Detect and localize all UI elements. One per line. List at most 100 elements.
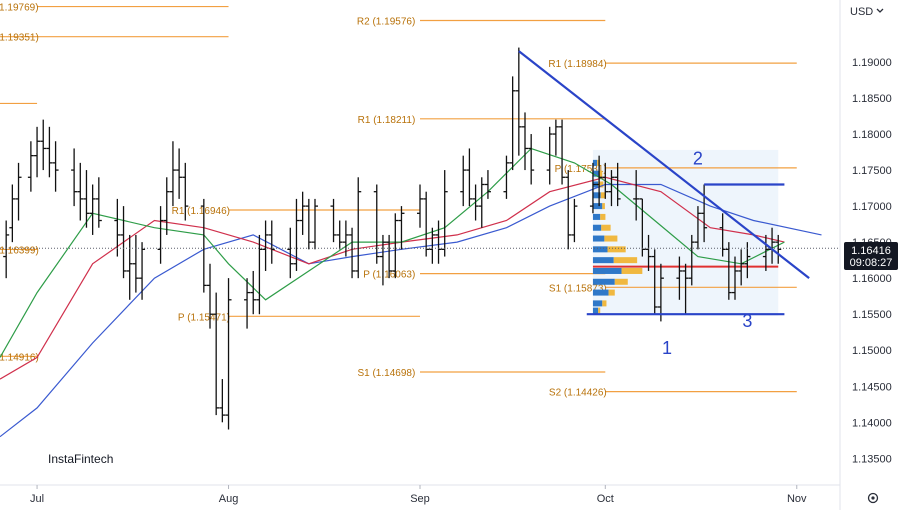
plot-area (0, 0, 840, 485)
profile-bar-buy (592, 257, 614, 264)
profile-bar-sell (607, 246, 626, 253)
ohlc-bar (40, 119, 47, 171)
ohlc-bar (682, 263, 689, 315)
ohlc-bar (602, 162, 609, 199)
profile-bar-sell (614, 278, 628, 285)
time-axis[interactable]: Jul Aug Sep Oct Nov (30, 485, 807, 505)
ohlc-bar (478, 177, 485, 228)
profile-bar-buy (592, 246, 608, 253)
ohlc-bar (126, 234, 133, 300)
ohlc-bar (176, 148, 183, 199)
ohlc-bar (398, 206, 405, 250)
price-tag-countdown: 09:08:27 (850, 257, 893, 269)
ohlc-bar (373, 184, 380, 264)
currency-selector[interactable]: USD (850, 6, 884, 18)
ohlc-bar (484, 170, 491, 199)
profile-bar-buy (592, 192, 601, 199)
pivot-label: R2 (1.19576) (357, 16, 415, 27)
ohlc-bar (701, 184, 708, 243)
ohlc-bar (349, 227, 356, 279)
price-axis[interactable]: 1.190001.185001.180001.175001.170001.165… (852, 57, 892, 465)
ohlc-bar (522, 112, 528, 171)
ohlc-bar (268, 220, 275, 264)
ohlc-bar (441, 170, 448, 257)
profile-bar-sell (621, 267, 643, 274)
ohlc-bar (589, 162, 596, 214)
price-tag-price: 1.16416 (851, 245, 891, 257)
ohlc-bar (244, 278, 251, 329)
ohlc-bar (163, 177, 170, 235)
ohlc-bar (114, 198, 121, 257)
pivot-label: R1 (1.18211) (358, 115, 416, 126)
ohlc-bar (639, 198, 646, 257)
ohlc-bar (46, 126, 53, 178)
profile-bar-buy (592, 307, 599, 314)
price-tick-label: 1.14500 (852, 381, 892, 393)
ohlc-bar (503, 155, 510, 199)
ohlc-bar (466, 148, 473, 207)
ohlc-bar (429, 227, 436, 264)
gear-icon[interactable] (867, 492, 879, 504)
price-tick-label: 1.13500 (852, 453, 892, 465)
ohlc-bar (423, 191, 430, 257)
profile-bar-sell (608, 289, 615, 296)
chevron-down-icon[interactable] (876, 8, 884, 13)
profile-bar-buy (592, 267, 622, 274)
price-tick-label: 1.17500 (852, 165, 892, 177)
ohlc-bar (417, 184, 423, 228)
time-tick-label: Oct (597, 493, 614, 505)
profile-bar-sell (598, 181, 604, 188)
ohlc-bar (386, 234, 393, 279)
profile-bar-sell (601, 224, 611, 231)
ohlc-bar (27, 141, 34, 192)
profile-bar-sell (600, 213, 606, 220)
profile-bar-buy (592, 289, 609, 296)
time-tick-label: Nov (787, 493, 807, 505)
wave-label: 3 (742, 311, 752, 331)
ohlc-bar (77, 162, 84, 221)
price-tick-label: 1.14000 (852, 417, 892, 429)
time-tick-label: Jul (30, 493, 44, 505)
pivot-levels: R2 (1.19769) (1.19351) (1.16399) (1.14916) P… (0, 3, 797, 399)
price-tick-label: 1.17000 (852, 201, 892, 213)
ohlc-bar (515, 47, 522, 156)
pivot-label: R1 (1.18984) (548, 59, 606, 70)
wave-label: 1 (662, 338, 672, 358)
ohlc-bar (571, 198, 578, 243)
ohlc-bar (738, 249, 745, 286)
pivot-label: S1 (1.14698) (357, 368, 415, 379)
currency-label[interactable]: USD (850, 6, 873, 18)
ohlc-bar (34, 126, 41, 178)
profile-bar-buy (592, 278, 615, 285)
wave-markup: 1 2 3 (518, 50, 810, 358)
ohlc-bar (392, 213, 399, 279)
ohlc-bar (762, 234, 769, 271)
price-tick-label: 1.15000 (852, 345, 892, 357)
ohlc-bar (219, 379, 226, 423)
time-tick-label: Aug (219, 493, 239, 505)
ohlc-bar (379, 234, 386, 286)
ohlc-bar (71, 148, 78, 207)
ohlc-bar (305, 198, 312, 250)
ohlc-bar (614, 162, 621, 207)
ohlc-bar (559, 119, 566, 185)
ohlc-bar (15, 162, 22, 221)
profile-bar-sell (613, 257, 638, 264)
ohlc-bar (355, 177, 362, 279)
ohlc-bar (336, 220, 343, 250)
ohlc-bar (9, 184, 16, 243)
ohlc-bar (250, 270, 257, 315)
ohlc-bar (719, 213, 726, 257)
ohlc-bar (89, 184, 96, 235)
profile-bar-buy (592, 224, 602, 231)
profile-bar-sell (602, 300, 607, 307)
ohlc-bar (182, 162, 189, 221)
pivot-label: R2 (1.19769) (0, 3, 39, 14)
ohlc-bar (342, 220, 349, 257)
ohlc-bar (262, 220, 269, 271)
price-tag: 1.16416 09:08:27 (844, 242, 898, 270)
settings-button[interactable] (867, 492, 879, 504)
ohlc-bar (213, 292, 220, 416)
ohlc-bar (509, 76, 516, 171)
